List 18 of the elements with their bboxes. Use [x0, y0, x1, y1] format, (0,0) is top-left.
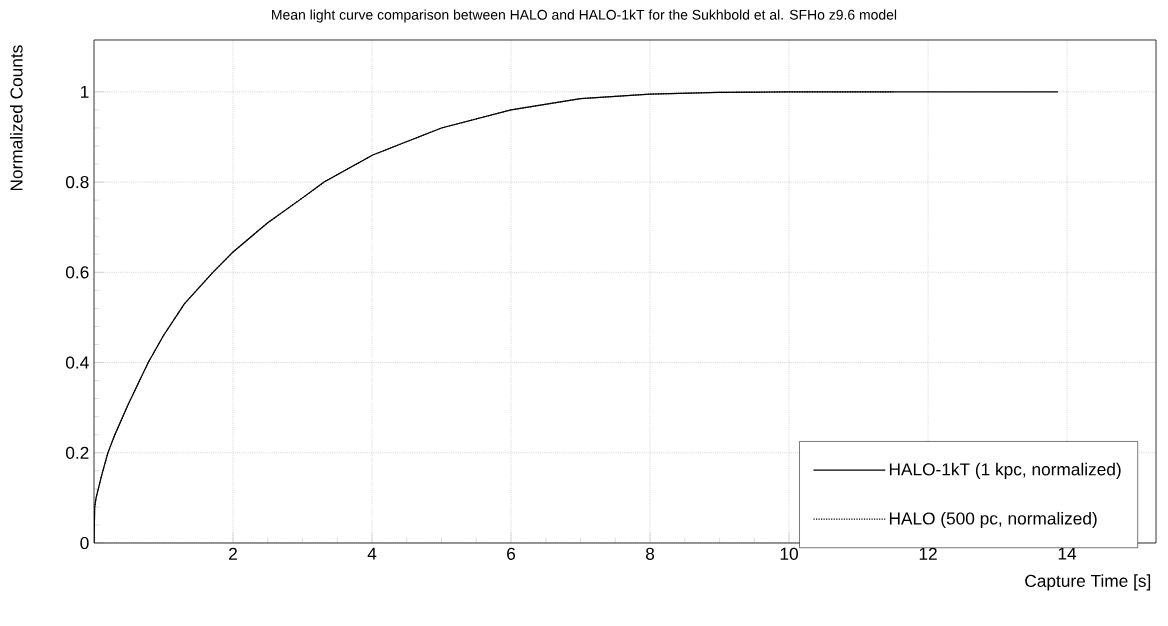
y-tick-label: 0.8	[65, 175, 89, 189]
y-tick-label: 0.6	[65, 266, 89, 279]
y-tick-label: 0.2	[65, 446, 89, 459]
x-tick-label: 12	[919, 547, 937, 560]
y-tick-label: 0.4	[65, 356, 89, 369]
legend-label: HALO (500 pc, normalized)	[889, 511, 1097, 529]
y-axis-title: Normalized Counts	[9, 45, 23, 191]
x-tick-label: 14	[1058, 547, 1077, 560]
x-tick-label: 6	[507, 547, 516, 560]
legend-label: HALO-1kT (1 kpc, normalized)	[889, 462, 1121, 479]
y-tick-label: 1	[81, 85, 89, 98]
x-tick-label: 4	[367, 547, 377, 560]
x-tick-label: 10	[780, 547, 798, 560]
chart-title: Mean light curve comparison between HALO and HALO-1kT for the Sukhbold et al. SFHo z9.6 model	[272, 9, 897, 23]
x-axis-title: Capture Time [s]	[1025, 574, 1151, 591]
y-tick-label: 0	[80, 536, 89, 550]
x-tick-label: 8	[645, 547, 655, 560]
x-tick-label: 2	[229, 547, 237, 560]
